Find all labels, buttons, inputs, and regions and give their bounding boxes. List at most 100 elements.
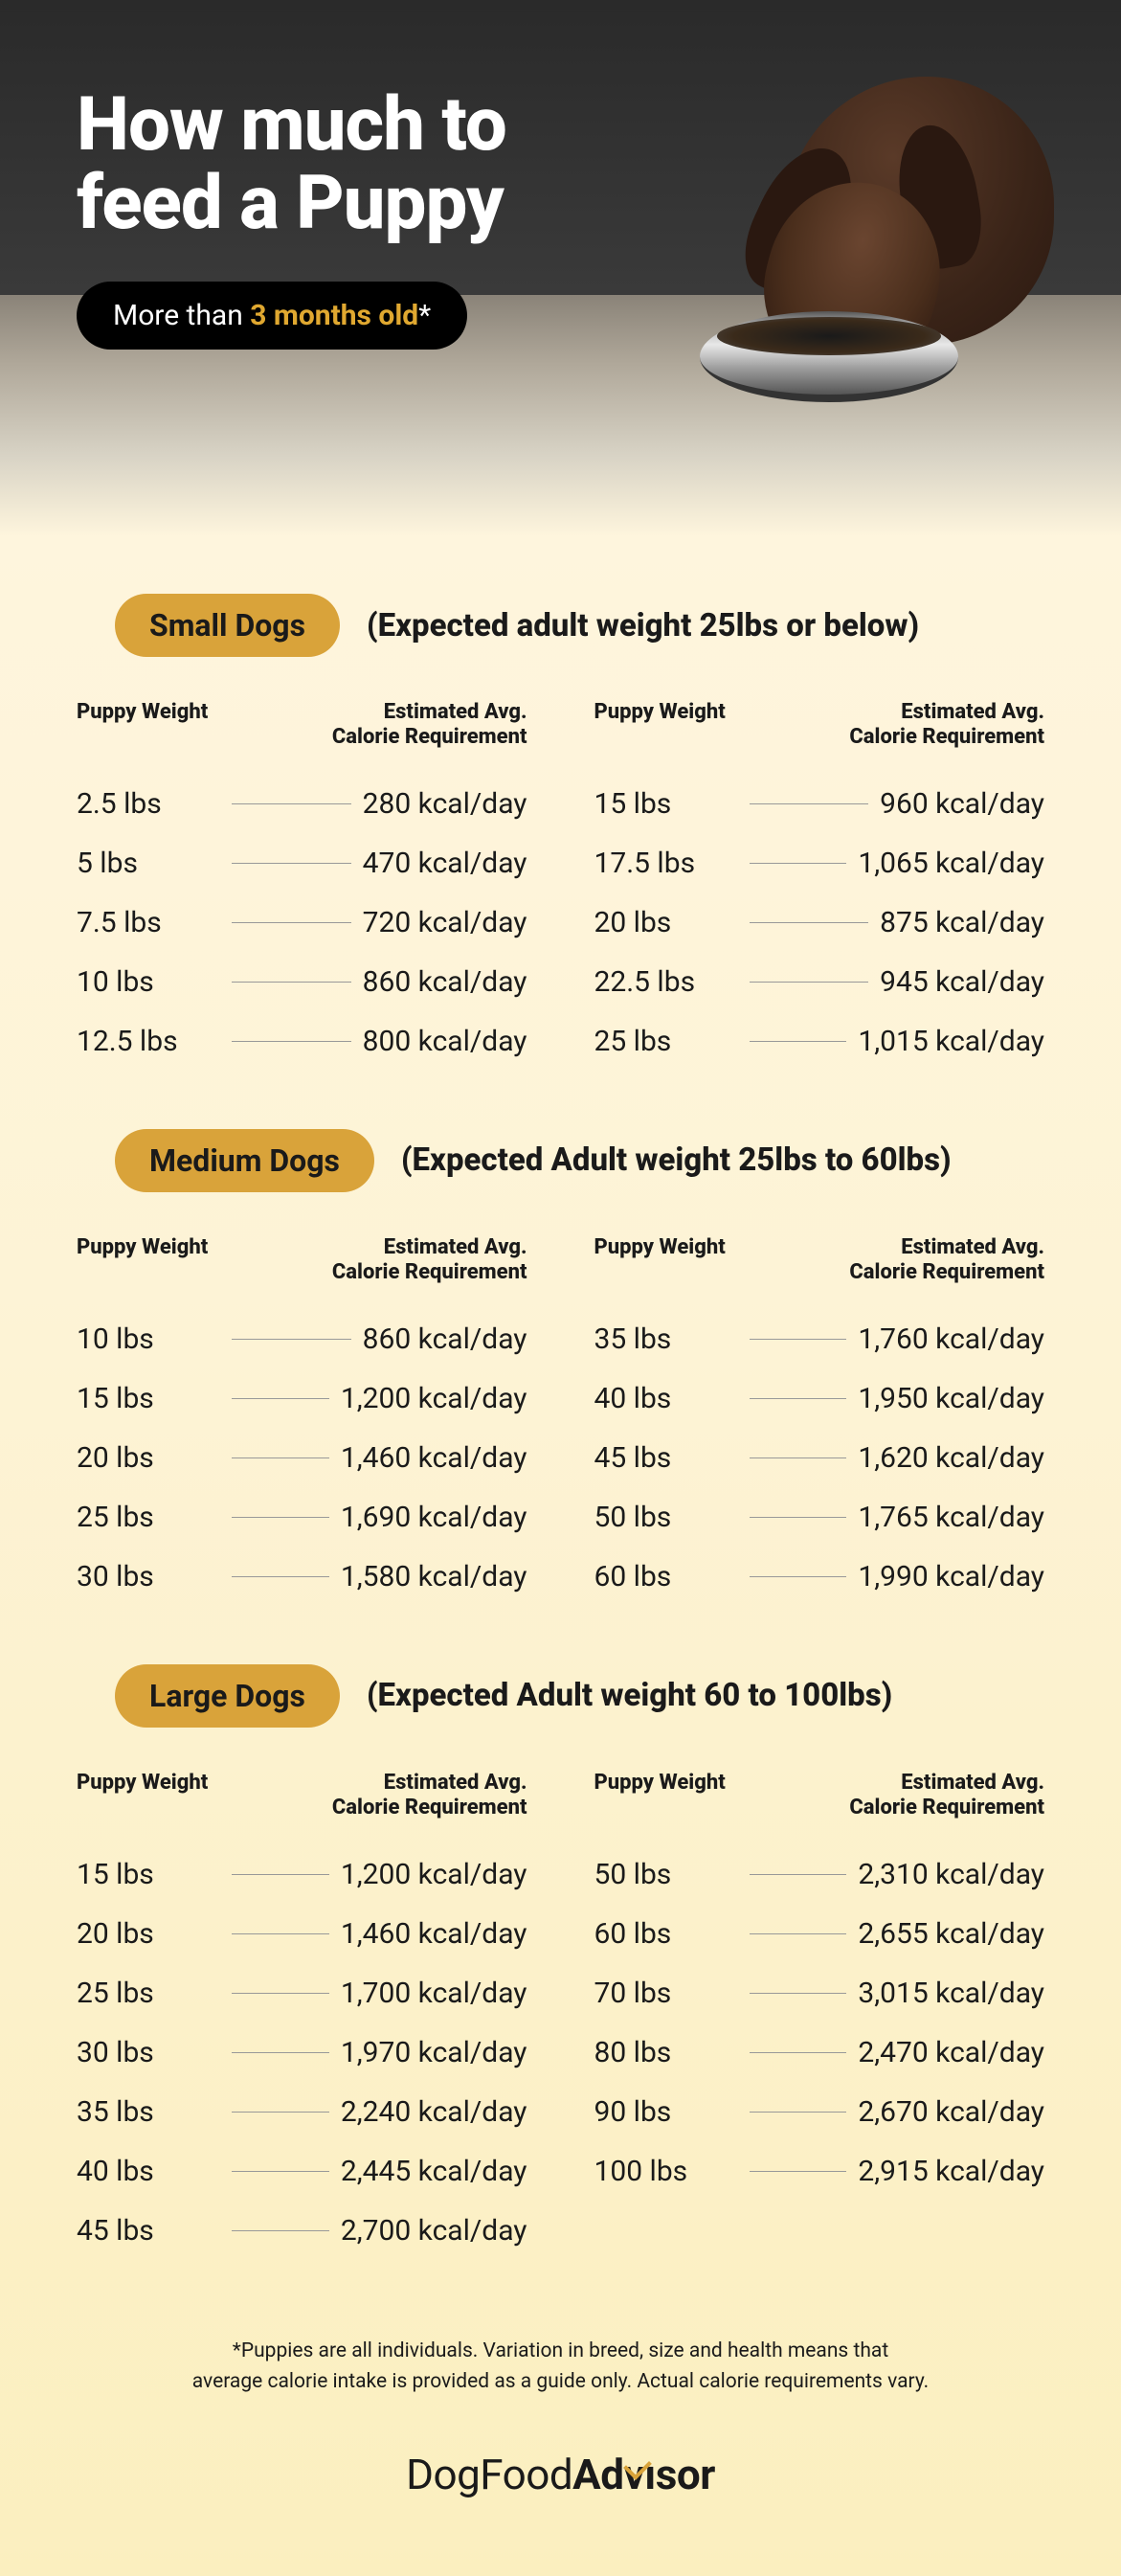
calorie-value: 1,620 kcal/day bbox=[858, 1441, 1044, 1475]
row-divider bbox=[750, 922, 869, 923]
weight-value: 30 lbs bbox=[77, 1560, 220, 1593]
weight-value: 15 lbs bbox=[77, 1858, 220, 1891]
data-row: 40 lbs 2,445 kcal/day bbox=[77, 2141, 527, 2201]
data-row: 25 lbs1,700 kcal/day bbox=[77, 1963, 527, 2022]
weight-header: Puppy Weight bbox=[594, 1771, 786, 1821]
data-columns: Puppy WeightEstimated Avg.Calorie Requir… bbox=[77, 1771, 1044, 2261]
logo-part2: Ad bbox=[572, 2450, 623, 2499]
data-row: 20 lbs1,460 kcal/day bbox=[77, 1429, 527, 1488]
feeding-section: Small Dogs(Expected adult weight 25lbs o… bbox=[77, 594, 1044, 1072]
section-header: Medium Dogs(Expected Adult weight 25lbs … bbox=[77, 1129, 1044, 1192]
calorie-value: 1,760 kcal/day bbox=[858, 1322, 1044, 1356]
column-header: Puppy WeightEstimated Avg.Calorie Requir… bbox=[594, 700, 1045, 751]
title-line2: feed a Puppy bbox=[77, 160, 504, 247]
row-divider bbox=[750, 1993, 847, 1994]
weight-value: 20 lbs bbox=[77, 1917, 220, 1951]
row-divider bbox=[750, 1517, 847, 1518]
data-row: 50 lbs2,310 kcal/day bbox=[594, 1844, 1045, 1904]
weight-value: 20 lbs bbox=[77, 1441, 220, 1475]
title-line1: How much to bbox=[77, 81, 506, 169]
weight-value: 45 lbs bbox=[77, 2214, 220, 2248]
section-header: Large Dogs(Expected Adult weight 60 to 1… bbox=[77, 1664, 1044, 1728]
disclaimer-line2: average calorie intake is provided as a … bbox=[192, 2370, 929, 2393]
bowl-shape bbox=[700, 311, 958, 402]
data-columns: Puppy WeightEstimated Avg.Calorie Requir… bbox=[77, 1235, 1044, 1607]
weight-value: 17.5 lbs bbox=[594, 847, 738, 880]
weight-header: Puppy Weight bbox=[594, 700, 786, 751]
data-column: Puppy WeightEstimated Avg.Calorie Requir… bbox=[77, 1235, 527, 1607]
row-divider bbox=[232, 1576, 329, 1577]
disclaimer-text: *Puppies are all individuals. Variation … bbox=[77, 2337, 1044, 2397]
disclaimer-line1: *Puppies are all individuals. Variation … bbox=[233, 2339, 888, 2362]
calorie-header: Estimated Avg.Calorie Requirement bbox=[268, 1235, 527, 1286]
row-divider bbox=[232, 863, 351, 864]
age-pill: More than 3 months old* bbox=[77, 282, 467, 350]
data-row: 30 lbs1,970 kcal/day bbox=[77, 2022, 527, 2082]
data-row: 30 lbs1,580 kcal/day bbox=[77, 1548, 527, 1607]
weight-value: 25 lbs bbox=[77, 1977, 220, 2010]
weight-value: 60 lbs bbox=[594, 1917, 738, 1951]
column-header: Puppy WeightEstimated Avg.Calorie Requir… bbox=[594, 1771, 1045, 1821]
category-badge: Small Dogs bbox=[115, 594, 340, 657]
row-divider bbox=[750, 2052, 847, 2053]
data-row: 45 lbs1,620 kcal/day bbox=[594, 1429, 1045, 1488]
data-row: 90 lbs2,670 kcal/day bbox=[594, 2082, 1045, 2141]
calorie-value: 2,700 kcal/day bbox=[341, 2214, 527, 2248]
data-column: Puppy WeightEstimated Avg.Calorie Requir… bbox=[77, 700, 527, 1072]
calorie-value: 1,990 kcal/day bbox=[858, 1560, 1044, 1593]
category-badge: Large Dogs bbox=[115, 1664, 340, 1728]
column-header: Puppy WeightEstimated Avg.Calorie Requir… bbox=[77, 1235, 527, 1286]
data-row: 15 lbs1,200 kcal/day bbox=[77, 1369, 527, 1429]
weight-value: 40 lbs bbox=[77, 2155, 220, 2188]
calorie-header: Estimated Avg.Calorie Requirement bbox=[786, 1235, 1045, 1286]
calorie-value: 280 kcal/day bbox=[363, 787, 527, 821]
calorie-value: 1,015 kcal/day bbox=[858, 1025, 1044, 1058]
weight-value: 40 lbs bbox=[594, 1382, 738, 1415]
row-divider bbox=[232, 982, 351, 983]
weight-value: 35 lbs bbox=[77, 2095, 220, 2129]
pill-accent: 3 months old bbox=[250, 299, 418, 332]
calorie-value: 1,065 kcal/day bbox=[858, 847, 1044, 880]
calorie-value: 2,915 kcal/day bbox=[858, 2155, 1044, 2188]
row-divider bbox=[232, 1398, 329, 1399]
hero-section: How much to feed a Puppy More than 3 mon… bbox=[0, 0, 1121, 536]
row-divider bbox=[232, 2052, 329, 2053]
row-divider bbox=[232, 1517, 329, 1518]
weight-value: 50 lbs bbox=[594, 1858, 738, 1891]
row-divider bbox=[232, 1339, 351, 1340]
row-divider bbox=[232, 1993, 329, 1994]
logo-checkmark-icon: v bbox=[624, 2450, 645, 2499]
weight-value: 2.5 lbs bbox=[77, 787, 220, 821]
pill-prefix: More than bbox=[113, 299, 250, 332]
row-divider bbox=[232, 2230, 329, 2231]
data-row: 100 lbs2,915 kcal/day bbox=[594, 2141, 1045, 2201]
weight-value: 25 lbs bbox=[594, 1025, 738, 1058]
weight-value: 10 lbs bbox=[77, 965, 220, 999]
data-row: 10 lbs 860 kcal/day bbox=[77, 953, 527, 1012]
weight-value: 60 lbs bbox=[594, 1560, 738, 1593]
row-divider bbox=[232, 2171, 329, 2172]
data-row: 20 lbs875 kcal/day bbox=[594, 893, 1045, 953]
row-divider bbox=[750, 1576, 847, 1577]
calorie-value: 2,445 kcal/day bbox=[341, 2155, 527, 2188]
data-row: 12.5 lbs800 kcal/day bbox=[77, 1012, 527, 1072]
data-row: 10 lbs860 kcal/day bbox=[77, 1310, 527, 1369]
weight-value: 70 lbs bbox=[594, 1977, 738, 2010]
weight-value: 20 lbs bbox=[594, 906, 738, 939]
section-header: Small Dogs(Expected adult weight 25lbs o… bbox=[77, 594, 1044, 657]
weight-value: 12.5 lbs bbox=[77, 1025, 220, 1058]
data-columns: Puppy WeightEstimated Avg.Calorie Requir… bbox=[77, 700, 1044, 1072]
data-row: 7.5 lbs720 kcal/day bbox=[77, 893, 527, 953]
calorie-value: 860 kcal/day bbox=[363, 965, 527, 999]
weight-header: Puppy Weight bbox=[594, 1235, 786, 1286]
row-divider bbox=[750, 2112, 847, 2113]
row-divider bbox=[750, 1398, 847, 1399]
data-row: 60 lbs2,655 kcal/day bbox=[594, 1904, 1045, 1963]
calorie-value: 470 kcal/day bbox=[363, 847, 527, 880]
weight-value: 80 lbs bbox=[594, 2036, 738, 2069]
weight-header: Puppy Weight bbox=[77, 1235, 268, 1286]
row-divider bbox=[750, 1457, 847, 1458]
calorie-value: 2,670 kcal/day bbox=[858, 2095, 1044, 2129]
row-divider bbox=[232, 1041, 351, 1042]
weight-value: 5 lbs bbox=[77, 847, 220, 880]
